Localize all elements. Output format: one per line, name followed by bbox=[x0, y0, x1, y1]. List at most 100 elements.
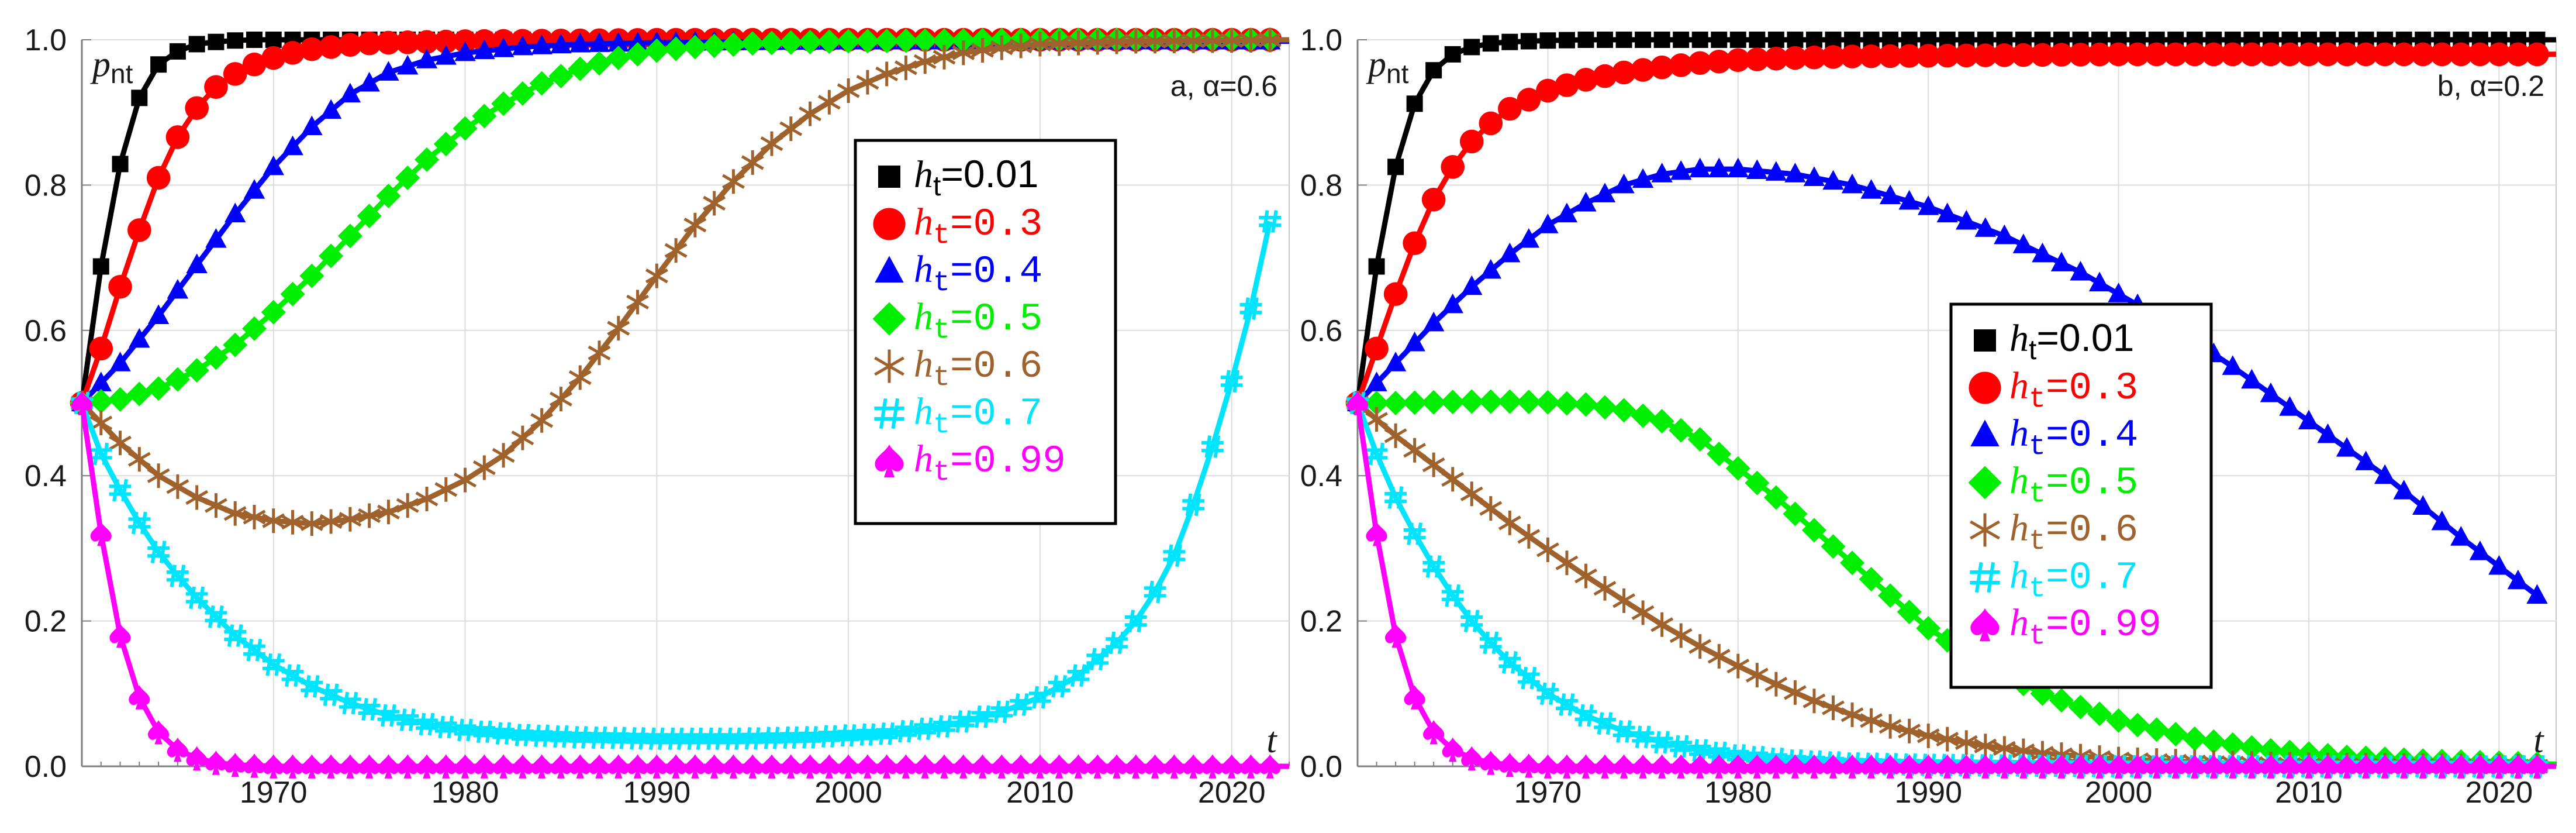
data-point bbox=[434, 477, 458, 502]
data-point bbox=[971, 705, 994, 728]
data-point bbox=[261, 46, 286, 70]
legend-value: =0.7 bbox=[2046, 556, 2138, 600]
data-point bbox=[548, 64, 574, 89]
data-point bbox=[167, 737, 188, 762]
data-point bbox=[339, 691, 361, 715]
data-point bbox=[1632, 725, 1654, 749]
data-point bbox=[569, 754, 591, 779]
legend-h: h bbox=[2009, 412, 2029, 455]
data-point bbox=[2127, 754, 2149, 779]
legend-sub: t bbox=[933, 457, 950, 488]
data-point bbox=[1403, 438, 1427, 463]
data-point bbox=[759, 30, 784, 56]
data-point bbox=[1220, 370, 1243, 393]
y-tick-label: 0.2 bbox=[1300, 605, 1342, 639]
data-point bbox=[702, 33, 727, 58]
data-point bbox=[1936, 727, 1959, 752]
data-point bbox=[1670, 754, 1692, 779]
data-point bbox=[2430, 42, 2454, 67]
data-point bbox=[243, 179, 265, 199]
data-point bbox=[1479, 111, 1503, 136]
data-point bbox=[1459, 129, 1484, 154]
data-point bbox=[223, 332, 248, 357]
data-point bbox=[664, 238, 688, 263]
data-point bbox=[90, 371, 112, 391]
data-point bbox=[2146, 754, 2167, 779]
legend-h: h bbox=[914, 343, 933, 385]
data-point bbox=[1441, 155, 1465, 179]
data-point bbox=[2088, 754, 2111, 779]
data-point bbox=[320, 754, 342, 779]
data-point bbox=[1687, 427, 1712, 452]
data-point bbox=[1182, 28, 1205, 53]
data-point bbox=[1860, 708, 1883, 733]
data-point bbox=[1801, 518, 1826, 543]
data-point bbox=[225, 752, 246, 777]
data-point bbox=[88, 388, 113, 414]
data-point bbox=[1239, 27, 1262, 53]
data-point bbox=[799, 725, 821, 749]
data-point bbox=[2336, 437, 2358, 457]
data-point bbox=[818, 725, 841, 748]
data-point bbox=[817, 90, 841, 115]
data-point bbox=[895, 754, 917, 779]
data-point bbox=[722, 727, 745, 751]
data-point bbox=[2222, 754, 2243, 779]
data-point bbox=[550, 33, 572, 54]
data-point bbox=[357, 31, 381, 56]
data-point bbox=[1650, 612, 1674, 637]
data-point bbox=[2087, 42, 2112, 67]
data-point bbox=[952, 754, 974, 779]
x-tick-label: 1980 bbox=[431, 776, 499, 810]
data-point bbox=[1670, 735, 1693, 758]
data-point bbox=[188, 36, 205, 53]
data-point bbox=[415, 147, 439, 172]
data-point bbox=[1516, 390, 1541, 415]
x-tick-label: 1980 bbox=[1704, 776, 1772, 810]
data-point bbox=[837, 724, 860, 747]
data-point bbox=[1384, 352, 1407, 371]
legend-value: =0.01 bbox=[941, 152, 1038, 195]
data-point bbox=[1498, 651, 1521, 674]
data-point bbox=[2201, 42, 2226, 67]
data-point bbox=[741, 150, 764, 175]
data-point bbox=[1259, 210, 1282, 233]
data-point bbox=[972, 754, 993, 779]
data-point bbox=[319, 509, 343, 534]
data-point bbox=[1048, 675, 1071, 698]
data-point bbox=[2450, 526, 2472, 546]
data-point bbox=[1955, 730, 1978, 755]
data-point bbox=[1536, 682, 1559, 705]
data-point bbox=[1840, 44, 1864, 68]
data-point bbox=[1106, 754, 1128, 779]
data-point bbox=[1859, 567, 1884, 592]
data-point bbox=[165, 125, 190, 149]
data-point bbox=[1784, 754, 1806, 779]
legend-h: h bbox=[914, 390, 933, 433]
data-point bbox=[1615, 32, 1632, 48]
data-point bbox=[874, 28, 899, 53]
legend-h: h bbox=[2009, 317, 2029, 360]
data-point bbox=[1765, 754, 1787, 779]
data-point bbox=[1067, 30, 1090, 56]
data-point bbox=[1745, 470, 1770, 495]
legend-entry: ht=0.3 bbox=[2009, 364, 2138, 415]
data-point bbox=[607, 316, 630, 341]
data-point bbox=[664, 36, 689, 61]
data-point bbox=[472, 455, 496, 480]
data-point bbox=[646, 754, 668, 779]
data-point bbox=[1787, 32, 1804, 48]
data-point bbox=[378, 61, 399, 81]
data-point bbox=[665, 727, 688, 751]
data-point bbox=[684, 754, 706, 779]
data-point bbox=[1670, 160, 1692, 180]
data-point bbox=[146, 166, 171, 190]
legend-marker bbox=[1970, 513, 2000, 547]
data-point bbox=[1536, 78, 1560, 103]
data-point bbox=[1746, 159, 1768, 179]
data-point bbox=[281, 41, 305, 65]
data-point bbox=[1840, 550, 1865, 576]
data-point bbox=[1593, 64, 1617, 88]
data-point bbox=[242, 316, 267, 341]
